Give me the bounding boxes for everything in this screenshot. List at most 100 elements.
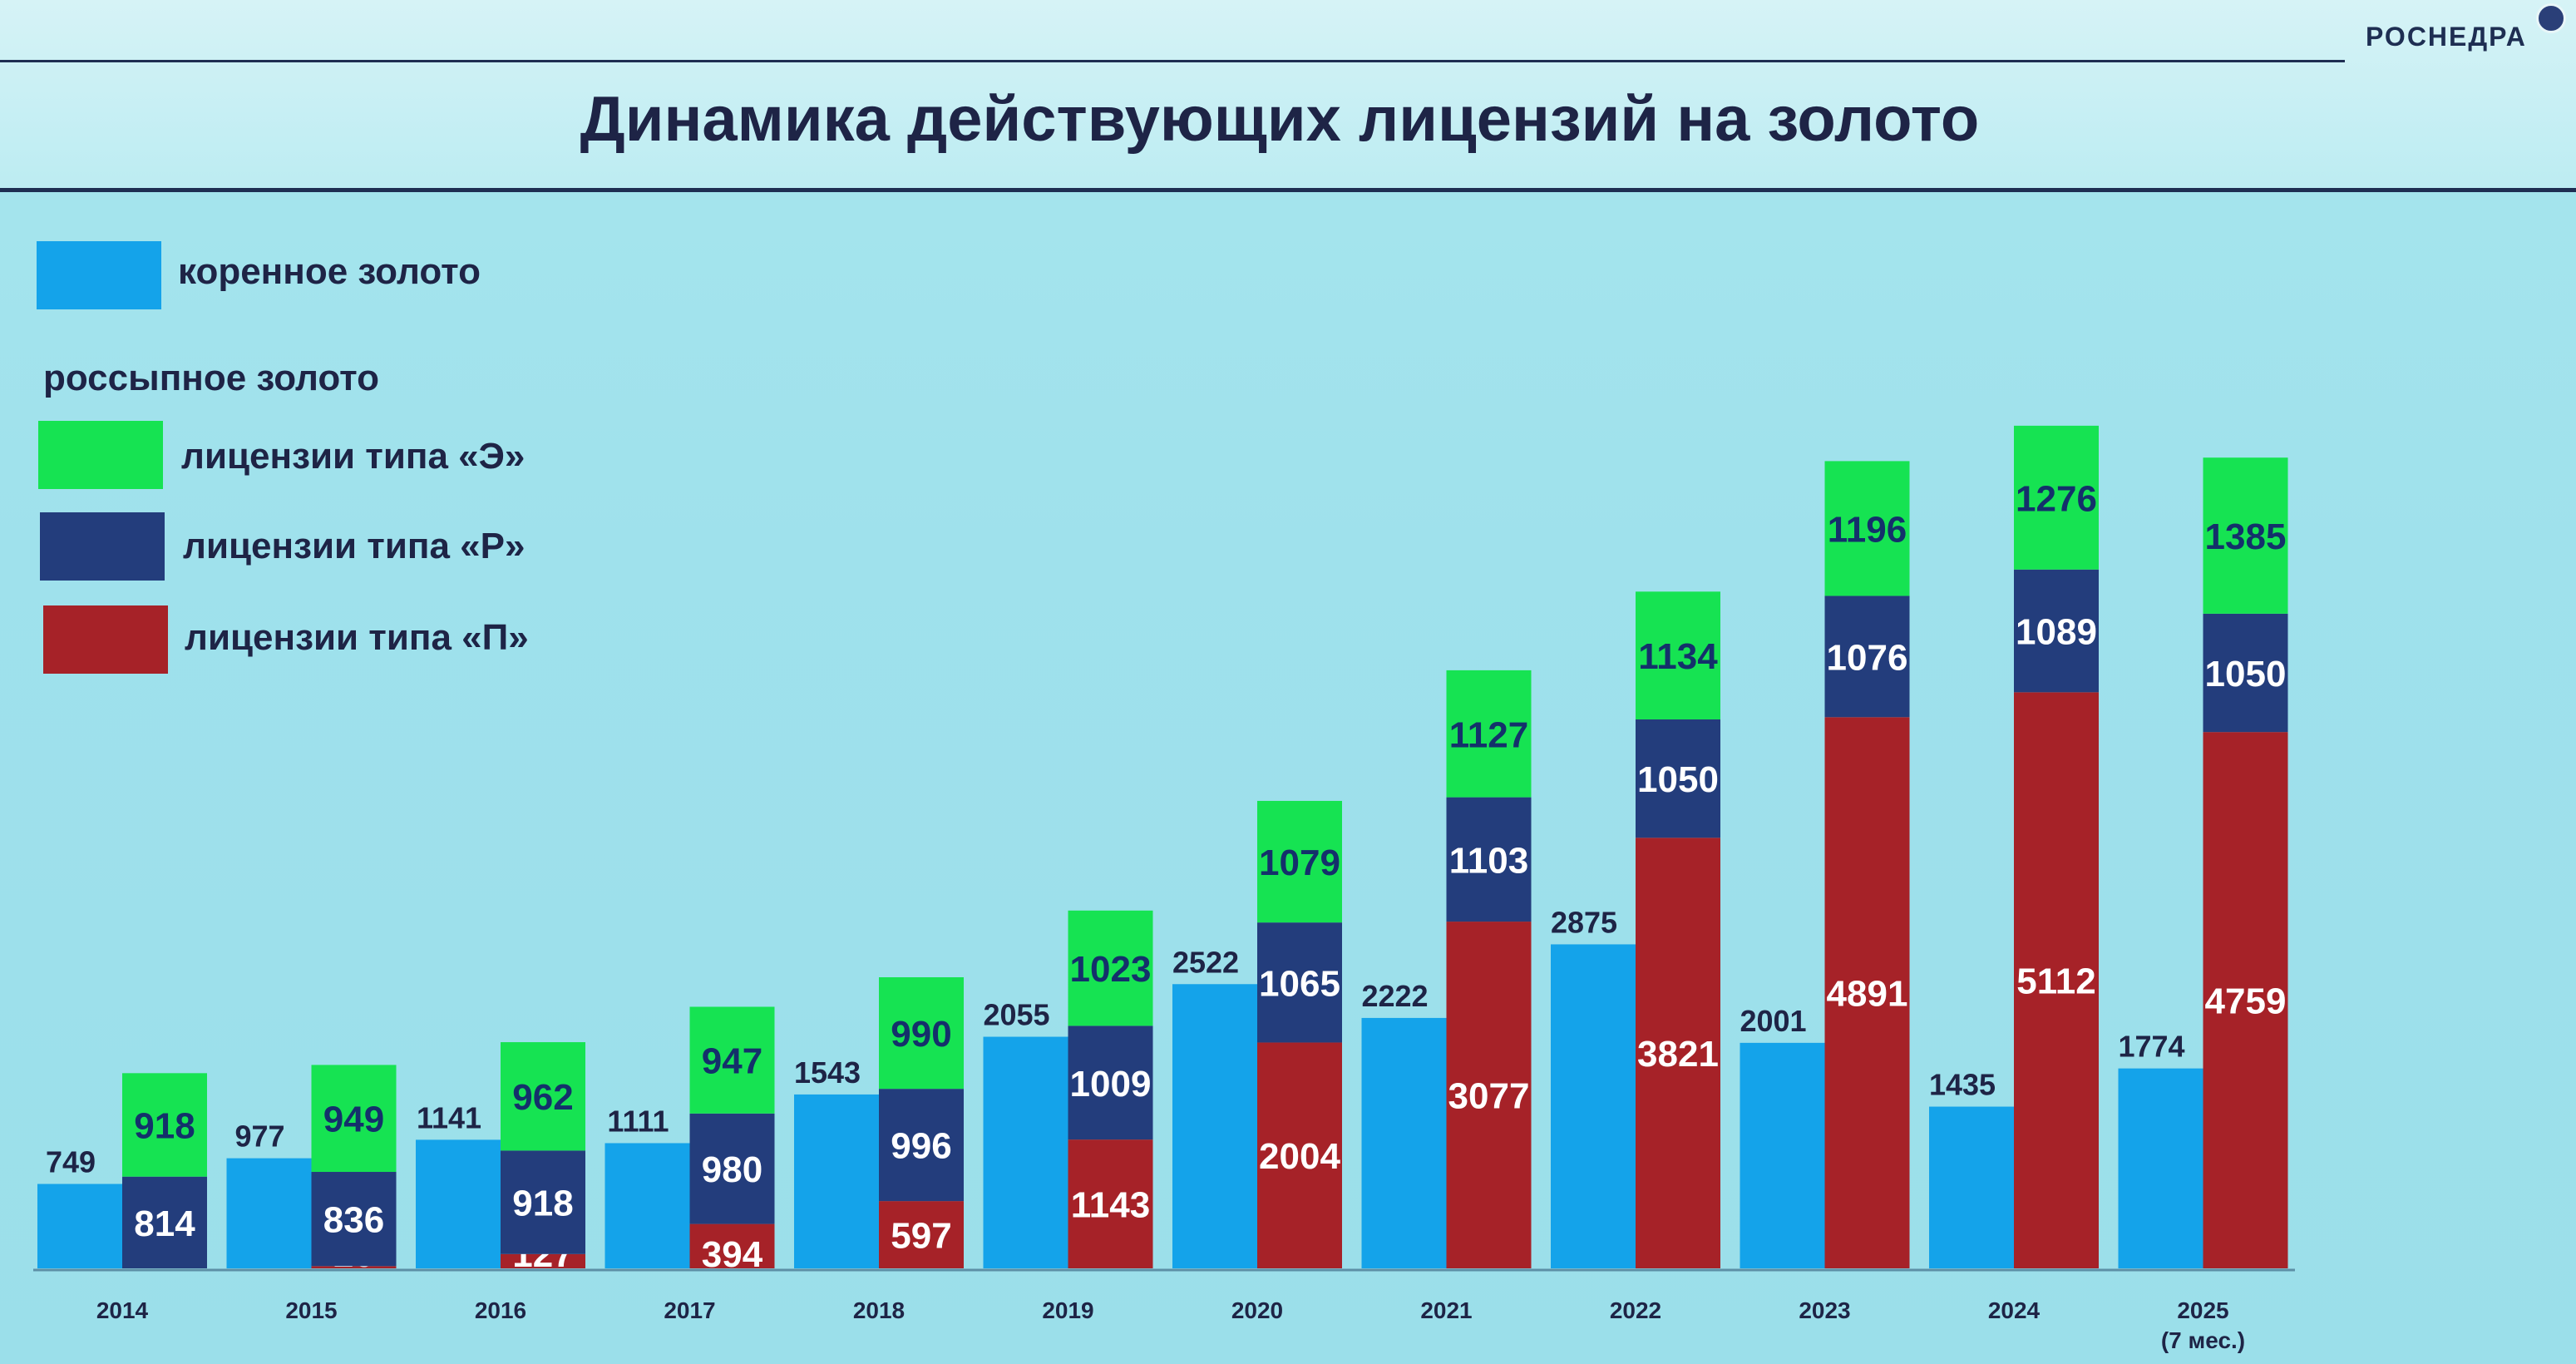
bar-type-p-2015 [311, 1266, 397, 1268]
header-band [0, 0, 2576, 191]
bar-primary-2025 [2118, 1068, 2203, 1268]
label-type-e-2014: 918 [134, 1106, 195, 1147]
bar-primary-2017 [605, 1143, 690, 1268]
bar-type-p-2025 [2203, 732, 2288, 1268]
x-tick-2019: 2019 [1042, 1297, 1093, 1323]
legend-label-type-r: лицензии типа «Р» [183, 526, 526, 566]
bar-type-e-2019 [1068, 910, 1153, 1026]
bar-type-e-2020 [1257, 800, 1342, 923]
label-type-r-2019: 1009 [1070, 1064, 1152, 1105]
bar-type-p-2019 [1068, 1139, 1153, 1268]
x-tick-2020: 2020 [1231, 1297, 1283, 1323]
label-type-r-2025: 1050 [2205, 654, 2287, 694]
label-type-e-2024: 1276 [2016, 478, 2097, 519]
bar-type-r-2024 [2014, 569, 2099, 693]
x-tick-2022: 2022 [1610, 1297, 1661, 1323]
x-tick-2015: 2015 [285, 1297, 337, 1323]
label-primary-2023: 2001 [1740, 1004, 1806, 1038]
bar-type-e-2016 [501, 1042, 585, 1151]
label-type-p-2024: 5112 [2016, 961, 2095, 1002]
label-type-p-2017: 394 [702, 1234, 763, 1275]
legend-swatch-type-r [40, 512, 165, 581]
legend-swatch-primary [37, 241, 161, 309]
label-type-r-2021: 1103 [1449, 840, 1528, 881]
bar-type-p-2023 [1824, 717, 1910, 1268]
label-type-e-2023: 1196 [1828, 509, 1907, 550]
label-type-p-2021: 3077 [1448, 1076, 1530, 1117]
label-type-p-2023: 4891 [1827, 974, 1908, 1015]
label-type-r-2018: 996 [891, 1126, 951, 1167]
bar-type-r-2022 [1636, 719, 1720, 838]
label-primary-2015: 977 [234, 1119, 284, 1154]
bar-primary-2024 [1929, 1106, 2014, 1268]
label-type-e-2021: 1127 [1449, 714, 1528, 755]
label-type-r-2017: 980 [702, 1149, 762, 1190]
legend-label-type-e: лицензии типа «Э» [181, 436, 526, 477]
header-rule [0, 60, 2345, 62]
label-type-r-2023: 1076 [1827, 637, 1908, 678]
bar-primary-2022 [1551, 944, 1636, 1268]
label-primary-2019: 2055 [983, 998, 1049, 1032]
bar-type-r-2025 [2203, 613, 2288, 733]
label-type-e-2017: 947 [702, 1041, 762, 1082]
bar-primary-2023 [1740, 1042, 1825, 1268]
bar-primary-2021 [1361, 1017, 1447, 1268]
label-type-p-2018: 597 [891, 1216, 951, 1257]
label-type-p-2019: 1143 [1071, 1185, 1150, 1226]
label-type-e-2025: 1385 [2205, 516, 2287, 557]
bar-type-p-2017 [689, 1223, 775, 1268]
bar-type-p-2016 [501, 1253, 585, 1268]
x-tick-2018: 2018 [853, 1297, 905, 1323]
label-primary-2016: 1141 [417, 1100, 481, 1134]
bar-type-e-2014 [122, 1073, 207, 1177]
x-tick-note-2025: (7 мес.) [2161, 1327, 2245, 1353]
bar-primary-2014 [37, 1184, 122, 1268]
bar-type-r-2020 [1257, 922, 1342, 1043]
legend-swatch-type-e [38, 421, 163, 489]
label-primary-2025: 1774 [2118, 1030, 2184, 1064]
x-tick-2024: 2024 [1988, 1297, 2041, 1323]
legend-label-primary: коренное золото [178, 251, 481, 292]
bar-type-r-2021 [1446, 797, 1532, 922]
label-primary-2018: 1543 [794, 1055, 861, 1090]
x-tick-2014: 2014 [96, 1297, 149, 1323]
bar-type-e-2024 [2014, 425, 2099, 570]
bar-type-p-2020 [1257, 1042, 1342, 1268]
label-type-r-2014: 814 [134, 1203, 195, 1244]
label-type-p-2020: 2004 [1259, 1136, 1340, 1177]
bar-primary-2020 [1172, 984, 1257, 1268]
label-type-e-2015: 949 [323, 1100, 384, 1140]
brand-logo: РОСНЕДРА [2366, 22, 2527, 52]
legend-heading-placer: россыпное золото [43, 358, 379, 398]
label-type-e-2016: 962 [512, 1077, 573, 1118]
bar-primary-2015 [226, 1158, 312, 1268]
bar-type-p-2022 [1636, 838, 1720, 1268]
title-rule [0, 188, 2576, 192]
bar-type-e-2017 [689, 1006, 775, 1114]
label-type-p-2022: 3821 [1637, 1034, 1719, 1075]
label-primary-2017: 1111 [607, 1104, 669, 1138]
bar-type-e-2015 [311, 1065, 397, 1173]
bar-type-e-2023 [1824, 461, 1910, 596]
bar-type-r-2023 [1824, 596, 1910, 718]
bar-type-r-2017 [689, 1113, 775, 1224]
emblem-icon [2536, 3, 2566, 33]
label-type-e-2022: 1134 [1638, 636, 1718, 677]
label-primary-2021: 2222 [1361, 979, 1428, 1013]
bar-type-e-2025 [2203, 457, 2288, 614]
bar-type-p-2018 [879, 1201, 964, 1268]
label-type-r-2016: 918 [512, 1184, 573, 1224]
legend-label-type-p: лицензии типа «П» [185, 617, 529, 658]
label-type-r-2015: 836 [323, 1200, 384, 1241]
bar-type-e-2022 [1636, 591, 1720, 719]
bar-type-r-2015 [311, 1172, 397, 1267]
x-tick-2021: 2021 [1420, 1297, 1472, 1323]
x-tick-2025: 2025 [2177, 1297, 2228, 1323]
bar-type-p-2024 [2014, 692, 2099, 1268]
page-title: Динамика действующих лицензий на золото [580, 84, 1980, 155]
bar-primary-2016 [416, 1139, 501, 1268]
label-type-r-2020: 1065 [1259, 963, 1340, 1004]
bar-primary-2018 [794, 1094, 879, 1268]
bar-type-r-2018 [879, 1089, 964, 1202]
label-primary-2022: 2875 [1551, 905, 1617, 939]
